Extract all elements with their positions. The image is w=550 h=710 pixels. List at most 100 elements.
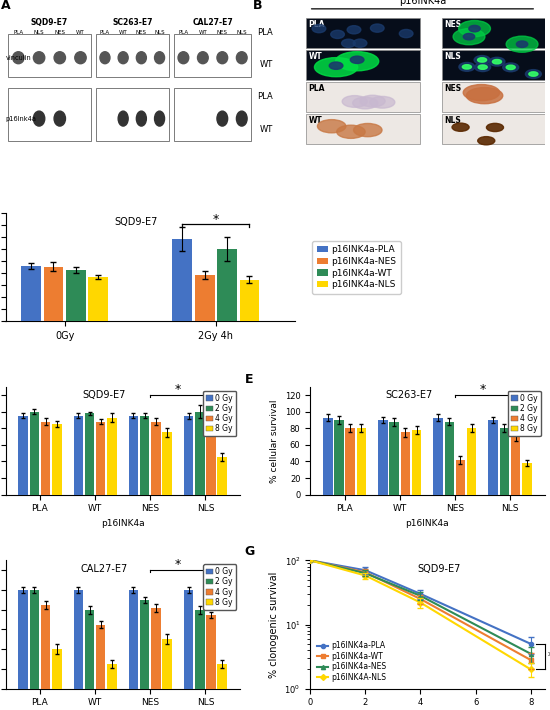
Ellipse shape (317, 119, 346, 133)
FancyBboxPatch shape (96, 34, 169, 77)
p16INK4a-WT (527, 656, 534, 665)
Ellipse shape (342, 96, 367, 107)
FancyBboxPatch shape (442, 82, 550, 111)
FancyBboxPatch shape (174, 34, 251, 77)
Ellipse shape (217, 52, 228, 64)
Line: p16INK4a-WT: p16INK4a-WT (308, 558, 533, 662)
Bar (195, 610, 205, 689)
Ellipse shape (315, 58, 358, 77)
X-axis label: p16INK4a: p16INK4a (405, 519, 449, 528)
Text: G: G (245, 545, 255, 558)
Ellipse shape (337, 125, 365, 138)
Bar (488, 420, 498, 495)
Text: WT: WT (309, 116, 322, 125)
Ellipse shape (459, 21, 491, 37)
Text: NES: NES (136, 31, 147, 36)
Bar (195, 412, 205, 495)
Ellipse shape (54, 111, 65, 126)
p16INK4A-NLS (307, 556, 314, 564)
Text: *: * (213, 213, 219, 226)
p16INK4A-NLS (527, 665, 534, 674)
Bar (74, 416, 83, 495)
Ellipse shape (459, 62, 475, 71)
Bar (18, 590, 28, 689)
p16INK4a-WT (307, 556, 314, 564)
Ellipse shape (474, 55, 490, 65)
Ellipse shape (336, 52, 379, 71)
Text: B: B (253, 0, 263, 11)
Bar (162, 639, 172, 689)
Bar (52, 424, 62, 495)
Ellipse shape (155, 111, 164, 126)
Ellipse shape (503, 63, 519, 72)
Text: CAL27-E7: CAL27-E7 (80, 564, 128, 574)
Text: PLA: PLA (309, 84, 325, 92)
Bar (89, 277, 108, 321)
Bar (18, 416, 28, 495)
Bar (400, 432, 410, 495)
Text: NLS: NLS (236, 31, 247, 36)
Bar (74, 590, 83, 689)
Ellipse shape (354, 124, 382, 137)
Bar (444, 422, 454, 495)
Bar (52, 649, 62, 689)
Bar (107, 417, 117, 495)
FancyBboxPatch shape (442, 50, 550, 80)
Ellipse shape (360, 95, 385, 107)
Legend: 0 Gy, 2 Gy, 4 Gy, 8 Gy: 0 Gy, 2 Gy, 4 Gy, 8 Gy (203, 564, 236, 610)
p16INK4a-PLA (417, 589, 424, 598)
Bar (456, 460, 465, 495)
Ellipse shape (516, 41, 528, 48)
Bar (107, 664, 117, 689)
Ellipse shape (453, 28, 485, 45)
Bar (511, 437, 520, 495)
Text: SC263-E7: SC263-E7 (112, 18, 152, 27)
Text: *: * (480, 383, 486, 396)
Ellipse shape (197, 52, 208, 64)
Ellipse shape (489, 58, 505, 66)
FancyBboxPatch shape (306, 18, 420, 48)
Text: PLA: PLA (309, 20, 325, 28)
Text: WT: WT (199, 31, 207, 36)
Ellipse shape (463, 84, 499, 101)
FancyBboxPatch shape (8, 87, 91, 141)
Ellipse shape (478, 136, 495, 145)
Legend: p16INK4a-PLA, p16INK4a-NES, p16INK4a-WT, p16INK4a-NLS: p16INK4a-PLA, p16INK4a-NES, p16INK4a-WT,… (312, 241, 401, 294)
Ellipse shape (136, 111, 146, 126)
p16INK4a-PLA (527, 640, 534, 648)
Text: *: * (547, 650, 550, 662)
Text: SQD9-E7: SQD9-E7 (114, 217, 157, 226)
Text: WT: WT (309, 52, 322, 60)
Text: NES: NES (54, 31, 65, 36)
p16INK4a-NES (307, 556, 314, 564)
Text: NLS: NLS (444, 116, 461, 125)
Ellipse shape (100, 52, 110, 64)
Ellipse shape (331, 31, 344, 38)
Text: *: * (175, 558, 181, 572)
Ellipse shape (506, 36, 538, 53)
Ellipse shape (155, 52, 164, 64)
Text: WT: WT (76, 31, 85, 36)
Ellipse shape (136, 52, 146, 64)
Bar (217, 457, 227, 495)
Ellipse shape (486, 124, 503, 131)
Ellipse shape (469, 26, 480, 32)
Bar (217, 248, 237, 321)
Bar (66, 271, 86, 321)
p16INK4a-NES (417, 591, 424, 600)
Ellipse shape (371, 24, 384, 32)
Ellipse shape (466, 87, 503, 104)
Ellipse shape (529, 72, 538, 76)
Ellipse shape (506, 65, 515, 70)
Text: NES: NES (444, 84, 462, 92)
Y-axis label: % clonogenic survival: % clonogenic survival (269, 572, 279, 678)
p16INK4A-NLS (417, 599, 424, 607)
Bar (412, 430, 421, 495)
Y-axis label: % cellular survival: % cellular survival (270, 399, 279, 483)
Bar (41, 605, 50, 689)
Bar (43, 267, 63, 321)
Bar (323, 417, 333, 495)
Bar (41, 422, 50, 495)
p16INK4a-PLA (362, 566, 369, 574)
Bar (151, 422, 161, 495)
